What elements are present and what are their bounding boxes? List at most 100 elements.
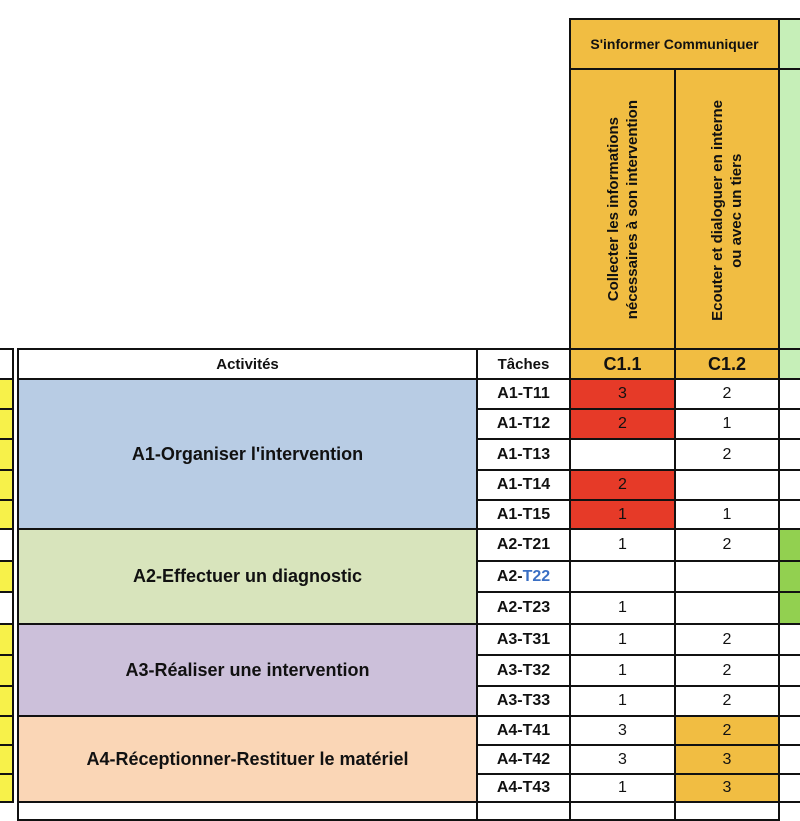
left-edge-header — [0, 348, 14, 380]
task-number: T43 — [522, 779, 551, 796]
activites-header: Activités — [17, 348, 478, 380]
task-code[interactable]: A1- T12 — [476, 408, 571, 440]
task-code[interactable]: A2- T21 — [476, 528, 571, 562]
competence-group-title: S'informer Communiquer — [569, 18, 780, 70]
next-column-cell — [778, 438, 800, 471]
row-edge-marker — [0, 654, 14, 687]
c1-1-value: 1 — [569, 623, 676, 656]
row-edge-marker — [0, 744, 14, 775]
c1-1-value: 1 — [569, 654, 676, 687]
task-prefix: A4- — [496, 721, 523, 739]
task-code[interactable]: A2- T23 — [476, 591, 571, 625]
task-number: T31 — [522, 630, 551, 648]
next-column-cell — [778, 378, 800, 410]
row-edge-marker — [0, 560, 14, 593]
next-column-cell — [778, 591, 800, 625]
competence-label-c1-1-line1: Collecter les informations — [604, 117, 622, 303]
task-prefix: A2- — [496, 536, 523, 553]
c1-1-value: 1 — [569, 499, 676, 530]
task-number: T42 — [522, 750, 551, 768]
row-edge-marker — [0, 499, 14, 530]
competence-code-c1-2: C1.2 — [674, 348, 780, 380]
task-number: T15 — [522, 505, 551, 523]
task-number: T33 — [522, 692, 551, 709]
next-column-cell — [778, 685, 800, 717]
task-prefix: A4- — [496, 779, 523, 796]
row-edge-marker — [0, 469, 14, 501]
row-edge-marker — [0, 715, 14, 746]
task-code[interactable]: A4- T42 — [476, 744, 571, 775]
task-prefix: A1- — [496, 445, 523, 463]
c1-1-value: 2 — [569, 469, 676, 501]
c1-1-value: 1 — [569, 528, 676, 562]
task-prefix: A1- — [496, 505, 523, 523]
c1-2-value: 2 — [674, 438, 780, 471]
activity-a4: A4-Réceptionner-Restituer le matériel — [17, 715, 478, 803]
c1-1-value: 1 — [569, 591, 676, 625]
next-group-header — [778, 18, 800, 70]
c1-2-value: 2 — [674, 654, 780, 687]
next-column-cell — [778, 623, 800, 656]
task-prefix: A1- — [497, 385, 524, 402]
c1-2-value: 3 — [674, 744, 780, 775]
task-prefix: A3- — [496, 630, 523, 648]
c1-1-value: 1 — [569, 685, 676, 717]
task-prefix: A3- — [496, 661, 523, 679]
task-number: T32 — [522, 661, 551, 679]
task-number: T12 — [522, 415, 551, 432]
competence-label-c1-2-line2: ou avec un tiers — [728, 152, 745, 268]
task-number: T13 — [522, 445, 551, 463]
c1-1-value: 3 — [569, 744, 676, 775]
task-number: T14 — [522, 476, 551, 493]
next-row-left — [17, 801, 478, 821]
task-code[interactable]: A3- T31 — [476, 623, 571, 656]
row-edge-marker — [0, 438, 14, 471]
c1-2-value — [674, 560, 780, 593]
task-code[interactable]: A4- T41 — [476, 715, 571, 746]
c1-1-value: 3 — [569, 378, 676, 410]
competence-label-c1-2: Ecouter et dialoguer en interne ou avec … — [674, 68, 780, 352]
c1-2-value — [674, 469, 780, 501]
task-code[interactable]: A3- T32 — [476, 654, 571, 687]
c1-2-value: 2 — [674, 623, 780, 656]
task-prefix: A1- — [496, 415, 523, 432]
c1-1-value — [569, 560, 676, 593]
c1-1-value: 3 — [569, 715, 676, 746]
competence-label-c1-2-line1: Ecouter et dialoguer en interne — [709, 99, 726, 321]
activity-a3: A3-Réaliser une intervention — [17, 623, 478, 717]
task-number: T11 — [523, 385, 550, 402]
task-code[interactable]: A4- T43 — [476, 773, 571, 803]
competence-label-c1-1-line2: nécessaires à son intervention — [623, 100, 641, 320]
next-row-c11 — [569, 801, 676, 821]
task-code[interactable]: A3- T33 — [476, 685, 571, 717]
row-edge-marker — [0, 528, 14, 562]
task-code[interactable]: A1- T14 — [476, 469, 571, 501]
taches-header: Tâches — [476, 348, 571, 380]
task-code[interactable]: A1- T13 — [476, 438, 571, 471]
task-prefix: A4- — [496, 750, 523, 768]
next-column-cell — [778, 744, 800, 775]
row-edge-marker — [0, 408, 14, 440]
c1-2-value: 1 — [674, 408, 780, 440]
task-code[interactable]: A2- T22 — [476, 560, 571, 593]
task-number: T21 — [522, 536, 551, 553]
next-group-label — [778, 68, 800, 352]
task-prefix: A3- — [496, 692, 523, 709]
next-column-cell — [778, 560, 800, 593]
next-column-cell — [778, 528, 800, 562]
c1-2-value: 1 — [674, 499, 780, 530]
next-column-cell — [778, 715, 800, 746]
task-code[interactable]: A1- T11 — [476, 378, 571, 410]
c1-2-value: 3 — [674, 773, 780, 803]
next-column-cell — [778, 773, 800, 803]
next-group-code — [778, 348, 800, 380]
task-prefix: A2- — [496, 599, 523, 616]
c1-1-value: 2 — [569, 408, 676, 440]
c1-2-value: 2 — [674, 378, 780, 410]
task-number: T23 — [522, 599, 551, 616]
row-edge-marker — [0, 378, 14, 410]
next-column-cell — [778, 408, 800, 440]
activity-a1: A1-Organiser l'intervention — [17, 378, 478, 530]
activity-a2: A2-Effectuer un diagnostic — [17, 528, 478, 625]
task-code[interactable]: A1- T15 — [476, 499, 571, 530]
